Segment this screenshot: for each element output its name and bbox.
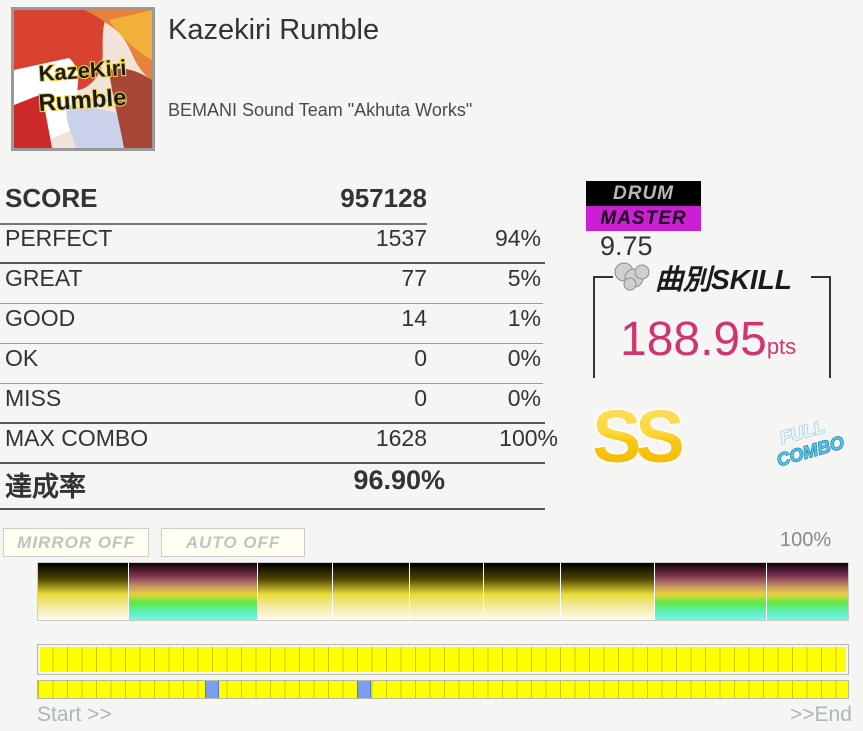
svg-text:SS: SS (592, 399, 682, 478)
